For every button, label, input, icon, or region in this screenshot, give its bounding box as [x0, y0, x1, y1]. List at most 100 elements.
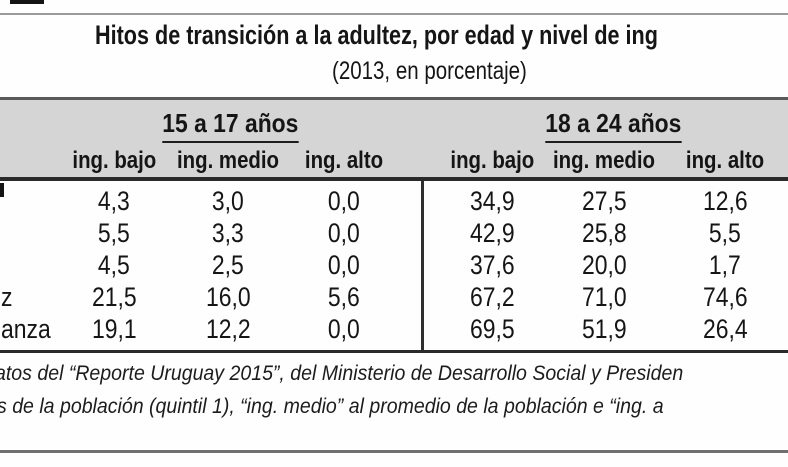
table-cell: 0,0 — [325, 250, 363, 281]
cell-value: 12,2 — [205, 313, 251, 344]
cell-value: 5,5 — [709, 217, 741, 248]
row-label-text: anza — [1, 313, 51, 344]
table-cell: 71,0 — [578, 282, 631, 313]
rule-under-data — [0, 350, 788, 353]
top-rule — [0, 13, 788, 15]
table-cell: 42,9 — [466, 218, 519, 249]
table-cell: 0,0 — [325, 186, 363, 217]
bottom-rule — [0, 450, 788, 453]
table-cell: 69,5 — [466, 314, 519, 345]
cell-value: 16,0 — [205, 281, 251, 312]
cropped-content-fragment-top — [10, 0, 44, 4]
table-cell: 27,5 — [578, 186, 631, 217]
table-cell: 74,6 — [699, 282, 752, 313]
cropped-border-fragment-left — [0, 183, 4, 197]
cell-value: 21,5 — [91, 281, 137, 312]
table-cell: 34,9 — [466, 186, 519, 217]
column-header-ing-medio-2: ing. medio — [544, 147, 664, 175]
cell-value: 42,9 — [469, 217, 515, 248]
footnote-definitions-text: s de la población (quintil 1), “ing. med… — [0, 395, 664, 418]
row-label — [0, 250, 1, 281]
table-title: Hitos de transición a la adultez, por ed… — [95, 20, 788, 51]
cell-value: 0,0 — [328, 185, 360, 216]
column-header-text: ing. bajo — [72, 146, 156, 174]
table-cell: 0,0 — [325, 218, 363, 249]
table-cell: 19,1 — [88, 314, 141, 345]
table-cell: 26,4 — [699, 314, 752, 345]
cell-value: 1,7 — [709, 249, 741, 280]
table-cell: 51,9 — [578, 314, 631, 345]
group-divider-line — [421, 181, 424, 351]
footnote-source-text: atos del “Reporte Uruguay 2015”, del Min… — [0, 362, 684, 385]
age-group-header-18-24-text: 18 a 24 años — [544, 108, 682, 143]
column-header-ing-medio-1: ing. medio — [168, 147, 288, 175]
column-header-text: ing. medio — [553, 146, 655, 174]
cell-value: 0,0 — [328, 249, 360, 280]
column-header-text: ing. alto — [685, 146, 765, 174]
cell-value: 0,0 — [328, 217, 360, 248]
table-cell: 4,3 — [95, 186, 133, 217]
column-header-text: ing. bajo — [450, 146, 534, 174]
cell-value: 5,5 — [98, 217, 130, 248]
cell-value: 20,0 — [581, 249, 627, 280]
cell-value: 27,5 — [581, 185, 627, 216]
row-label — [0, 218, 1, 249]
cell-value: 51,9 — [581, 313, 627, 344]
rule-under-title — [0, 97, 788, 100]
table-cell: 5,6 — [325, 282, 363, 313]
cell-value: 26,4 — [702, 313, 748, 344]
table-cell: 5,5 — [95, 218, 133, 249]
cell-value: 12,6 — [702, 185, 748, 216]
row-label: z — [0, 282, 15, 313]
column-header-band: 15 a 17 años 18 a 24 años ing. bajo ing.… — [0, 100, 788, 177]
cell-value: 4,3 — [98, 185, 130, 216]
table-cell: 16,0 — [202, 282, 255, 313]
cell-value: 67,2 — [469, 281, 515, 312]
cell-value: 74,6 — [702, 281, 748, 312]
row-label — [0, 186, 1, 217]
cell-value: 25,8 — [581, 217, 627, 248]
footnote-definitions: s de la población (quintil 1), “ing. med… — [0, 395, 714, 419]
table-cell: 21,5 — [88, 282, 141, 313]
table-cell: 12,6 — [699, 186, 752, 217]
data-table-body: 4,3 3,0 0,0 34,9 27,5 12,6 5,5 3,3 0,0 4… — [0, 185, 788, 345]
table-subtitle-text: (2013, en porcentaje) — [332, 57, 527, 85]
cell-value: 3,3 — [212, 217, 244, 248]
table-cell: 37,6 — [466, 250, 519, 281]
column-header-ing-bajo-2: ing. bajo — [443, 147, 542, 175]
row-label-text: z — [1, 281, 13, 312]
table-cell: 25,8 — [578, 218, 631, 249]
table-cell: 12,2 — [202, 314, 255, 345]
footnote-source: atos del “Reporte Uruguay 2015”, del Min… — [0, 362, 735, 386]
column-header-ing-alto-2: ing. alto — [679, 147, 771, 175]
rule-under-header — [0, 177, 788, 181]
table-cell: 3,0 — [209, 186, 247, 217]
column-header-ing-alto-1: ing. alto — [298, 147, 390, 175]
cell-value: 71,0 — [581, 281, 627, 312]
cell-value: 3,0 — [212, 185, 244, 216]
column-header-ing-bajo-1: ing. bajo — [65, 147, 164, 175]
table-cell: 5,5 — [706, 218, 744, 249]
age-group-header-15-17-text: 15 a 17 años — [161, 108, 299, 143]
cell-value: 69,5 — [469, 313, 515, 344]
cell-value: 2,5 — [212, 249, 244, 280]
table-cell: 0,0 — [325, 314, 363, 345]
table-cell: 3,3 — [209, 218, 247, 249]
row-label: anza — [0, 314, 60, 345]
age-group-header-18-24: 18 a 24 años — [536, 108, 691, 144]
cell-value: 0,0 — [328, 313, 360, 344]
table-cell: 1,7 — [706, 250, 744, 281]
column-header-text: ing. medio — [177, 146, 279, 174]
table-cell: 4,5 — [95, 250, 133, 281]
table-subtitle: (2013, en porcentaje) — [332, 57, 570, 86]
cell-value: 34,9 — [469, 185, 515, 216]
table-title-text: Hitos de transición a la adultez, por ed… — [95, 20, 658, 50]
cell-value: 19,1 — [91, 313, 137, 344]
column-header-text: ing. alto — [304, 146, 384, 174]
table-cell: 20,0 — [578, 250, 631, 281]
cell-value: 4,5 — [98, 249, 130, 280]
cell-value: 37,6 — [469, 249, 515, 280]
table-cell: 2,5 — [209, 250, 247, 281]
age-group-header-15-17: 15 a 17 años — [153, 108, 308, 144]
